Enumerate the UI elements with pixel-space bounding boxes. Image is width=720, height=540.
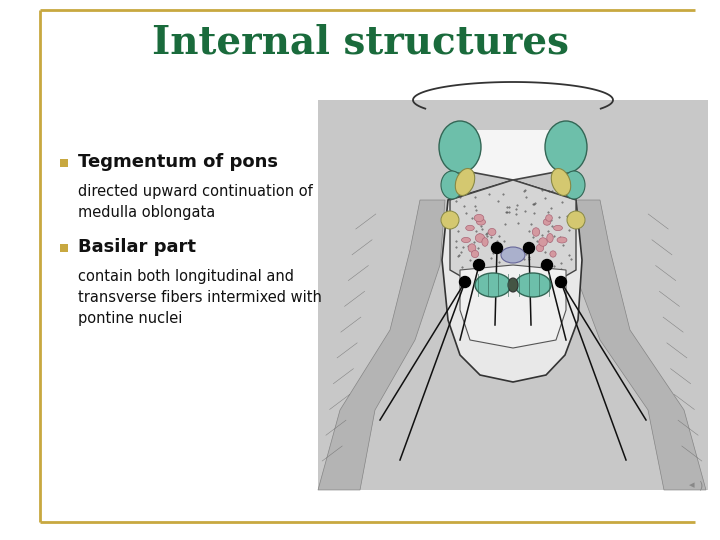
Text: Basilar part: Basilar part bbox=[78, 238, 196, 256]
Polygon shape bbox=[450, 180, 576, 290]
Ellipse shape bbox=[455, 168, 474, 195]
Ellipse shape bbox=[488, 228, 496, 235]
Circle shape bbox=[492, 242, 503, 253]
Ellipse shape bbox=[474, 214, 484, 221]
Bar bbox=[60, 244, 68, 252]
Circle shape bbox=[441, 211, 459, 229]
Circle shape bbox=[567, 211, 585, 229]
Ellipse shape bbox=[554, 225, 562, 231]
Polygon shape bbox=[442, 180, 582, 382]
Circle shape bbox=[459, 276, 470, 287]
Ellipse shape bbox=[477, 219, 485, 225]
Ellipse shape bbox=[546, 233, 553, 242]
Text: ◂: ◂ bbox=[689, 480, 695, 490]
Ellipse shape bbox=[552, 168, 571, 195]
Ellipse shape bbox=[550, 251, 556, 257]
Circle shape bbox=[474, 260, 485, 271]
Ellipse shape bbox=[546, 215, 552, 221]
Ellipse shape bbox=[439, 121, 481, 173]
Ellipse shape bbox=[475, 273, 511, 297]
Ellipse shape bbox=[539, 238, 547, 246]
Text: Internal structures: Internal structures bbox=[151, 23, 569, 61]
Ellipse shape bbox=[545, 121, 587, 173]
Ellipse shape bbox=[563, 171, 585, 199]
Bar bbox=[318, 100, 708, 490]
Polygon shape bbox=[567, 200, 706, 490]
Ellipse shape bbox=[475, 234, 485, 242]
Ellipse shape bbox=[515, 273, 551, 297]
Text: ): ) bbox=[698, 480, 702, 490]
Ellipse shape bbox=[501, 247, 525, 263]
Polygon shape bbox=[450, 130, 576, 180]
Ellipse shape bbox=[462, 238, 470, 242]
Ellipse shape bbox=[557, 237, 567, 243]
Circle shape bbox=[541, 260, 552, 271]
Circle shape bbox=[556, 276, 567, 287]
Text: contain both longitudinal and
transverse fibers intermixed with
pontine nuclei: contain both longitudinal and transverse… bbox=[78, 269, 322, 326]
Ellipse shape bbox=[441, 171, 463, 199]
Ellipse shape bbox=[536, 244, 544, 252]
Text: directed upward continuation of
medulla oblongata: directed upward continuation of medulla … bbox=[78, 184, 312, 220]
Polygon shape bbox=[318, 200, 445, 490]
Text: Tegmentum of pons: Tegmentum of pons bbox=[78, 153, 278, 171]
Bar bbox=[60, 159, 68, 167]
Polygon shape bbox=[460, 265, 566, 348]
Ellipse shape bbox=[482, 238, 488, 246]
Circle shape bbox=[523, 242, 534, 253]
Ellipse shape bbox=[508, 278, 518, 292]
Ellipse shape bbox=[472, 251, 479, 258]
Ellipse shape bbox=[466, 225, 474, 231]
Ellipse shape bbox=[532, 228, 540, 237]
Ellipse shape bbox=[544, 219, 551, 225]
Ellipse shape bbox=[468, 244, 476, 252]
